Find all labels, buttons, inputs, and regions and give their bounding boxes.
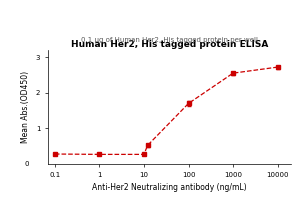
Y-axis label: Mean Abs.(OD450): Mean Abs.(OD450) <box>21 71 30 143</box>
Text: 0: 0 <box>24 161 28 167</box>
Text: 0.1 μg of Human Her2, His tagged protein per well: 0.1 μg of Human Her2, His tagged protein… <box>81 37 258 43</box>
X-axis label: Anti-Her2 Neutralizing antibody (ng/mL): Anti-Her2 Neutralizing antibody (ng/mL) <box>92 183 247 192</box>
Title: Human Her2, His tagged protein ELISA: Human Her2, His tagged protein ELISA <box>71 40 268 49</box>
